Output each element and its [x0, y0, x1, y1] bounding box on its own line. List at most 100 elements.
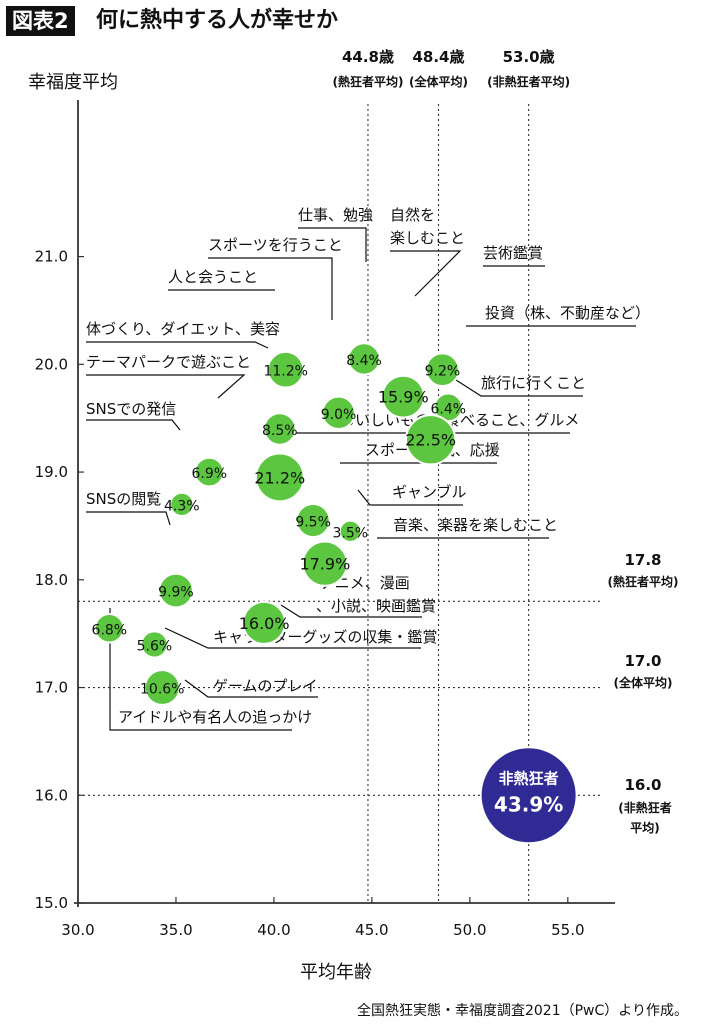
category-label: 芸術鑑賞 — [483, 244, 543, 262]
category-label: 旅行に行くこと — [481, 374, 586, 392]
data-bubble — [295, 502, 331, 539]
bubble-value-label: 17.9% — [299, 555, 350, 574]
y-axis-label: 幸福度平均 — [28, 72, 118, 93]
highlight-bubble-value: 43.9% — [494, 792, 563, 816]
leader-line — [109, 608, 292, 731]
bubble-value-label: 22.5% — [405, 431, 456, 450]
leader-line — [184, 679, 318, 698]
data-bubble — [140, 630, 169, 659]
reference-label-x: 53.0歳 — [503, 48, 555, 66]
bubble-value-label: 6.4% — [431, 401, 467, 417]
data-bubble — [143, 669, 181, 706]
data-bubble — [301, 540, 348, 587]
category-label: 、小説、映画鑑賞 — [316, 597, 436, 615]
highlight-bubble — [481, 748, 576, 843]
data-bubble — [158, 572, 194, 609]
bubble-value-label: 15.9% — [378, 388, 429, 407]
leader-line — [86, 374, 246, 399]
data-bubble — [94, 613, 125, 644]
bubble-value-label: 5.6% — [137, 638, 173, 654]
data-bubble — [381, 374, 426, 419]
category-label: 楽しむこと — [390, 229, 465, 247]
data-bubble — [338, 519, 363, 543]
x-axis-label: 平均年齢 — [300, 962, 372, 983]
leader-line — [86, 341, 269, 349]
data-bubble — [254, 452, 305, 503]
x-tick-label: 30.0 — [61, 921, 94, 939]
reference-sublabel-x: (熱狂者平均) — [332, 74, 403, 89]
reference-sublabel-y: (全体平均) — [614, 675, 673, 690]
bubble-value-label: 6.9% — [191, 466, 227, 482]
y-tick-label: 16.0 — [35, 786, 68, 804]
bubble-value-label: 3.5% — [333, 525, 369, 541]
bubble-value-label: 6.8% — [92, 622, 128, 638]
data-bubble — [266, 350, 305, 389]
category-label: 自然を — [390, 206, 435, 224]
y-tick-label: 20.0 — [35, 355, 68, 373]
leader-line — [86, 419, 181, 431]
data-bubble — [242, 600, 287, 645]
bubble-value-label: 9.0% — [321, 407, 357, 423]
bubble-value-label: 8.5% — [262, 423, 298, 439]
bubble-value-label: 8.4% — [346, 353, 382, 369]
y-tick-label: 15.0 — [35, 894, 68, 912]
source-note: 全国熱狂実態・幸福度調査2021（PwC）より作成。 — [356, 1003, 688, 1019]
bubble-value-label: 4.3% — [164, 498, 200, 514]
category-label: 体づくり、ダイエット、美容 — [86, 320, 280, 338]
leader-line — [86, 511, 171, 526]
category-label: 音楽、楽器を楽しむこと — [393, 516, 558, 534]
category-label: スポーツを行うこと — [208, 236, 343, 254]
category-label: テーマパークで遊ぶこと — [86, 353, 251, 371]
reference-label-y: 17.0 — [624, 652, 661, 670]
category-label: 仕事、勉強 — [298, 206, 373, 224]
x-tick-label: 55.0 — [551, 921, 584, 939]
bubble-value-label: 9.2% — [425, 364, 461, 380]
leader-line — [280, 604, 422, 618]
leader-line — [357, 489, 463, 506]
x-tick-label: 40.0 — [257, 921, 290, 939]
reference-sublabel-x: (非熱狂者平均) — [487, 74, 570, 89]
reference-label-y: 17.8 — [624, 551, 661, 569]
bubble-value-label: 9.9% — [158, 585, 194, 601]
bubble-value-label: 21.2% — [254, 468, 305, 487]
leader-line — [455, 379, 583, 397]
bubble-value-label: 10.6% — [140, 682, 184, 698]
category-label: SNSの閲覧 — [86, 490, 161, 508]
reference-label-y: 16.0 — [624, 776, 661, 794]
category-label: 人と会うこと — [168, 268, 258, 286]
leader-line — [208, 257, 333, 320]
y-tick-label: 19.0 — [35, 463, 68, 481]
chart-figure-tag: 図表2 — [6, 6, 75, 36]
data-bubble — [347, 342, 381, 376]
category-label: アイドルや有名人の追っかけ — [118, 708, 312, 726]
highlight-bubble-label: 非熱狂者 — [499, 769, 559, 787]
chart-title: 何に熱中する人が幸せか — [96, 8, 339, 33]
reference-sublabel-y: 平均) — [630, 820, 660, 835]
category-label: ギャンブル — [392, 483, 467, 501]
reference-label-x: 44.8歳 — [342, 48, 394, 66]
reference-label-x: 48.4歳 — [412, 48, 464, 66]
data-bubble — [321, 395, 356, 430]
data-bubble — [193, 456, 225, 488]
category-label: SNSでの発信 — [86, 400, 176, 418]
reference-sublabel-y: (熱狂者平均) — [608, 574, 679, 589]
category-label: ゲームのプレイ — [213, 677, 318, 695]
leader-line — [164, 627, 421, 649]
data-bubble — [425, 352, 460, 388]
y-tick-label: 18.0 — [35, 571, 68, 589]
reference-sublabel-y: (非熱狂者 — [618, 800, 672, 815]
y-tick-label: 17.0 — [35, 679, 68, 697]
y-tick-label: 21.0 — [35, 248, 68, 266]
bubble-value-label: 11.2% — [263, 364, 307, 380]
bubble-value-label: 9.5% — [295, 515, 331, 531]
bubble-value-label: 16.0% — [239, 614, 290, 633]
category-label: 投資（株、不動産など） — [485, 304, 650, 322]
data-bubble — [263, 412, 297, 446]
x-tick-label: 50.0 — [453, 921, 486, 939]
data-bubble — [169, 491, 195, 518]
x-tick-label: 45.0 — [355, 921, 388, 939]
x-tick-label: 35.0 — [159, 921, 192, 939]
leader-line — [298, 227, 367, 262]
reference-sublabel-x: (全体平均) — [409, 74, 468, 89]
